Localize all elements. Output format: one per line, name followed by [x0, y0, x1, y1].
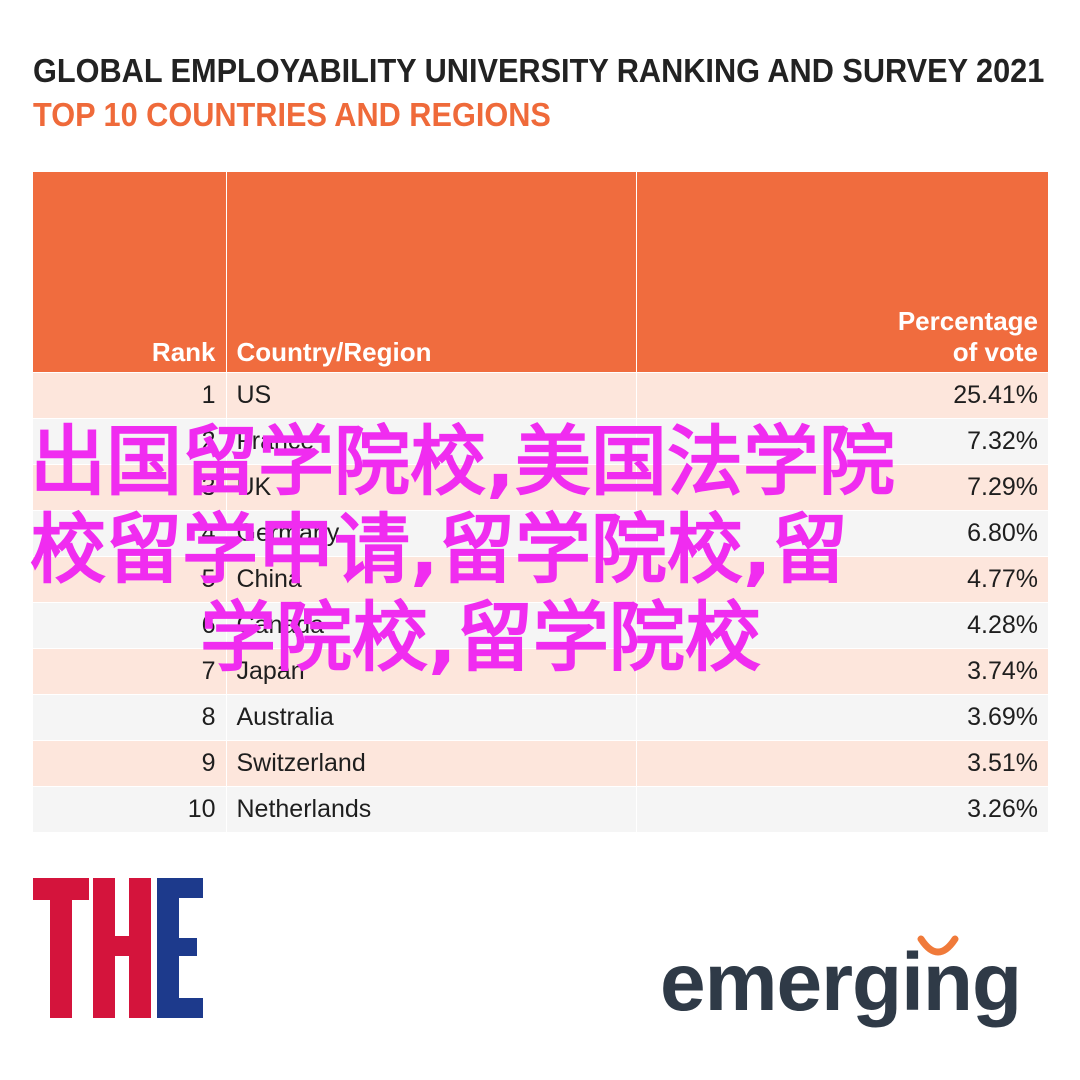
country-cell: China: [226, 556, 637, 603]
rank-cell: 3: [33, 464, 227, 511]
percentage-cell: 7.29%: [636, 464, 1048, 511]
table-row: 7 Japan 3.74%: [33, 648, 1048, 695]
rank-cell: 10: [33, 786, 227, 832]
table-row: 8 Australia 3.69%: [33, 694, 1048, 741]
country-cell: US: [226, 372, 637, 419]
percentage-cell: 3.51%: [636, 740, 1048, 787]
percentage-cell: 25.41%: [636, 372, 1048, 419]
the-logo-letter-e-mid: [157, 938, 197, 956]
the-logo: [33, 878, 203, 1018]
page-title: GLOBAL EMPLOYABILITY UNIVERSITY RANKING …: [33, 52, 1045, 89]
percentage-cell: 3.26%: [636, 786, 1048, 832]
country-cell: Germany: [226, 510, 637, 557]
country-cell: Switzerland: [226, 740, 637, 787]
rank-cell: 5: [33, 556, 227, 603]
table-row: 9 Switzerland 3.51%: [33, 740, 1048, 787]
the-logo-letter-e-bottom: [157, 998, 203, 1018]
country-cell: UK: [226, 464, 637, 511]
country-cell: Netherlands: [226, 786, 637, 832]
table-row: 3 UK 7.29%: [33, 464, 1048, 511]
ranking-table: Rank Country/Region Percentage of vote 1 …: [33, 172, 1048, 832]
column-header-percentage-line2: of vote: [952, 337, 1038, 367]
percentage-cell: 4.28%: [636, 602, 1048, 649]
rank-cell: 7: [33, 648, 227, 695]
emerging-logo-arc-icon: [917, 935, 959, 956]
page-subtitle: TOP 10 COUNTRIES AND REGIONS: [33, 96, 551, 133]
table-row: 4 Germany 6.80%: [33, 510, 1048, 557]
table-row: 2 France 7.32%: [33, 418, 1048, 465]
column-header-country: Country/Region: [226, 172, 637, 373]
percentage-cell: 3.74%: [636, 648, 1048, 695]
rank-cell: 6: [33, 602, 227, 649]
rank-cell: 1: [33, 372, 227, 419]
column-header-percentage: Percentage of vote: [636, 172, 1048, 373]
table-row: 6 Canada 4.28%: [33, 602, 1048, 649]
rank-cell: 4: [33, 510, 227, 557]
percentage-cell: 6.80%: [636, 510, 1048, 557]
percentage-cell: 7.32%: [636, 418, 1048, 465]
percentage-cell: 3.69%: [636, 694, 1048, 741]
column-header-rank: Rank: [33, 172, 227, 373]
table-body: 1 US 25.41% 2 France 7.32% 3 UK 7.29% 4 …: [33, 372, 1048, 832]
rank-cell: 9: [33, 740, 227, 787]
table-row: 5 China 4.77%: [33, 556, 1048, 603]
the-logo-letter-e-top: [157, 878, 203, 898]
country-cell: Canada: [226, 602, 637, 649]
rank-cell: 2: [33, 418, 227, 465]
percentage-cell: 4.77%: [636, 556, 1048, 603]
column-header-percentage-line1: Percentage: [897, 306, 1038, 336]
ranking-table-container: Rank Country/Region Percentage of vote 1 …: [33, 172, 1048, 832]
rank-cell: 8: [33, 694, 227, 741]
table-header: Rank Country/Region Percentage of vote: [33, 172, 1048, 373]
emerging-logo: emerging: [660, 937, 1022, 1028]
country-cell: Australia: [226, 694, 637, 741]
the-logo-letter-t-stem: [50, 878, 72, 1018]
country-cell: Japan: [226, 648, 637, 695]
table-row: 10 Netherlands 3.26%: [33, 786, 1048, 832]
country-cell: France: [226, 418, 637, 465]
table-row: 1 US 25.41%: [33, 372, 1048, 419]
the-logo-letter-h-bar: [93, 936, 151, 956]
